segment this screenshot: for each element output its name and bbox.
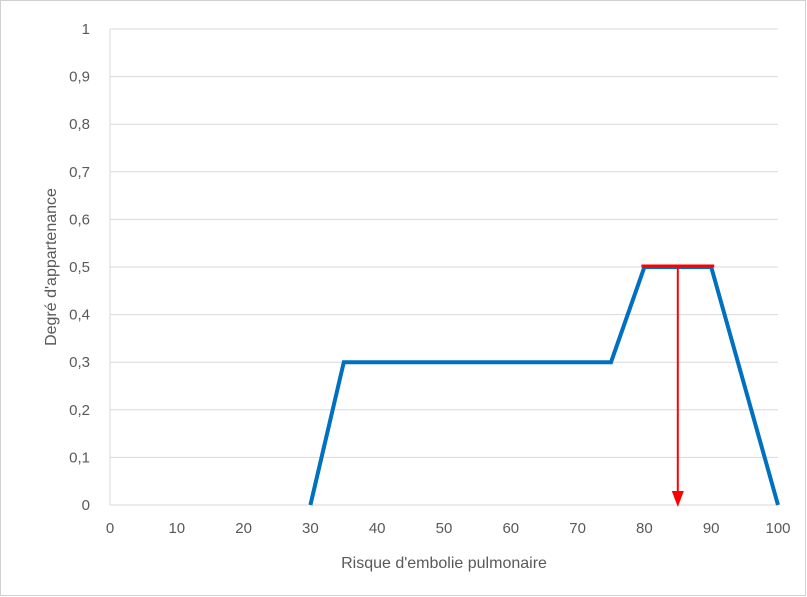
- y-axis-title: Degré d'appartenance: [43, 188, 60, 346]
- x-tick-label: 80: [636, 520, 653, 537]
- x-tick-label: 0: [106, 520, 114, 537]
- red-arrow-head: [671, 491, 684, 507]
- x-axis-title: Risque d'embolie pulmonaire: [341, 555, 547, 572]
- x-tick-label: 20: [235, 520, 252, 537]
- y-tick-label: 0,3: [69, 354, 90, 371]
- y-tick-label: 0,6: [69, 211, 90, 228]
- y-tick-label: 0: [82, 497, 90, 514]
- gridlines: [110, 28, 778, 458]
- x-tick-label: 40: [369, 520, 386, 537]
- x-tick-label: 30: [302, 520, 319, 537]
- series-line: [308, 265, 780, 506]
- x-tick-label: 10: [168, 520, 185, 537]
- y-tick-label: 1: [82, 21, 90, 38]
- y-tick-label: 0,9: [69, 69, 90, 86]
- y-tick-label: 0,7: [69, 164, 90, 181]
- axes: [109, 29, 778, 506]
- x-tick-label: 90: [703, 520, 720, 537]
- x-tick-label: 60: [502, 520, 519, 537]
- y-tick-label: 0,1: [69, 449, 90, 466]
- y-tick-label: 0,2: [69, 402, 90, 419]
- x-tick-labels: 0 10 20 30 40 50 60 70 80 90 100: [106, 520, 791, 537]
- y-tick-label: 0,5: [69, 259, 90, 276]
- y-tick-label: 0,8: [69, 116, 90, 133]
- x-tick-label: 50: [436, 520, 453, 537]
- series-layer: [308, 265, 780, 506]
- y-tick-label: 0,4: [69, 307, 90, 324]
- x-tick-label: 100: [765, 520, 790, 537]
- annotation-layer: [641, 264, 715, 507]
- y-tick-labels: 0 0,1 0,2 0,3 0,4 0,5 0,6 0,7 0,8 0,9 1: [69, 21, 90, 514]
- x-tick-label: 70: [569, 520, 586, 537]
